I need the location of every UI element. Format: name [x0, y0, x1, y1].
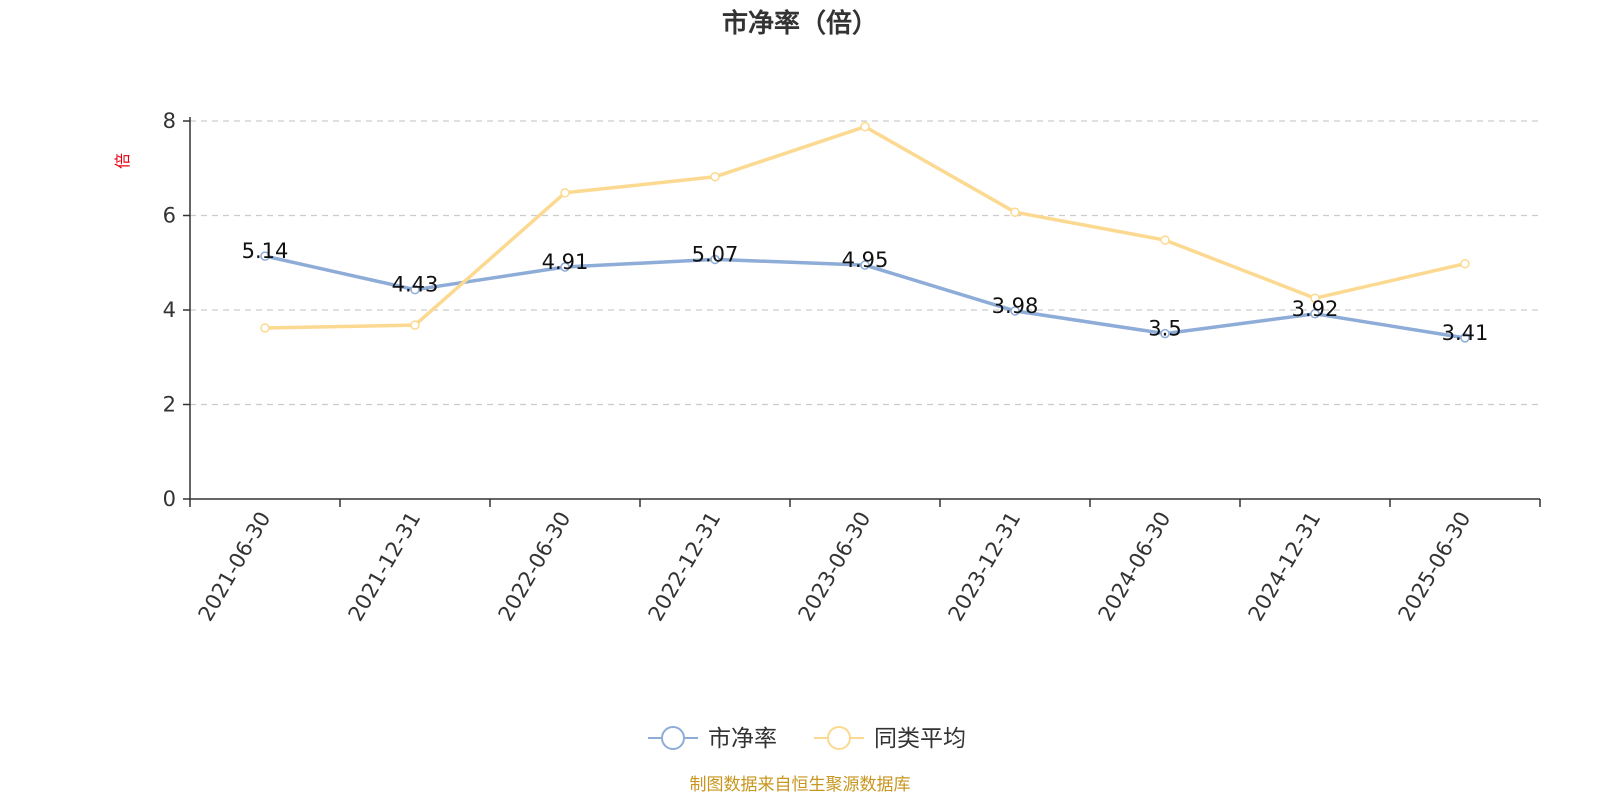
x-tick-label-2023-06-30: 2023-06-30 [794, 508, 876, 626]
y-tick-label-6: 6 [163, 204, 176, 228]
data-point-s1-5 [1010, 207, 1020, 217]
x-tick-label-2021-06-30: 2021-06-30 [194, 508, 276, 626]
data-point-s0-5 [1010, 306, 1020, 316]
data-label-1: 4.43 [392, 273, 439, 297]
x-tick-label-2025-06-30: 2025-06-30 [1394, 508, 1476, 626]
data-label-8: 3.41 [1442, 321, 1489, 345]
legend-marker-1 [827, 726, 851, 750]
data-label-2: 4.91 [542, 250, 589, 274]
data-label-6: 3.5 [1148, 317, 1181, 341]
data-point-s0-4 [860, 260, 870, 270]
y-axis-label: 倍 [113, 153, 132, 169]
data-point-s1-6 [1160, 235, 1170, 245]
y-tick-label-0: 0 [163, 487, 176, 511]
data-point-s0-7 [1310, 309, 1320, 319]
y-tick-labels: 0 2 4 6 8 [163, 109, 176, 511]
data-point-s0-8 [1460, 333, 1470, 343]
data-point-s0-0 [260, 251, 270, 261]
data-point-s1-7 [1310, 293, 1320, 303]
data-label-7: 3.92 [1292, 297, 1339, 321]
data-point-s1-3 [710, 172, 720, 182]
chart-title: 市净率（倍） [722, 8, 878, 39]
data-label-3: 5.07 [692, 242, 739, 266]
legend-label-1: 同类平均 [874, 726, 966, 752]
y-tick-label-8: 8 [163, 109, 176, 133]
data-point-s1-0 [260, 323, 270, 333]
x-tick-labels: 2021-06-30 2021-12-31 2022-06-30 2022-12-31… [194, 508, 1476, 626]
data-point-s0-3 [710, 254, 720, 265]
x-tick-label-2023-12-31: 2023-12-31 [944, 508, 1026, 626]
data-point-s1-8 [1460, 258, 1470, 269]
data-point-s1-1 [410, 320, 420, 330]
legend-marker-0 [661, 726, 685, 750]
series-line-1 [263, 124, 1467, 330]
series-group [260, 121, 1470, 343]
y-tick-label-2: 2 [163, 393, 176, 417]
x-tick-label-2021-12-31: 2021-12-31 [344, 508, 426, 626]
data-point-s1-2 [560, 188, 570, 198]
data-labels: 5.14 4.43 4.91 5.07 4.95 3.98 3.5 3.92 3.41 [242, 239, 1489, 345]
x-tick-label-2022-12-31: 2022-12-31 [644, 508, 726, 626]
data-point-s0-6 [1160, 328, 1170, 339]
data-label-5: 3.98 [992, 294, 1039, 318]
x-tick-label-2024-12-31: 2024-12-31 [1244, 508, 1326, 626]
data-point-s1-4 [860, 121, 870, 132]
legend: 市净率 同类平均 [648, 726, 966, 752]
x-tick-label-2022-06-30: 2022-06-30 [494, 508, 576, 626]
data-label-4: 4.95 [842, 248, 889, 272]
legend-label-0: 市净率 [708, 726, 777, 752]
x-tick-label-2024-06-30: 2024-06-30 [1094, 508, 1176, 626]
axes [183, 117, 1541, 507]
data-label-0: 5.14 [242, 239, 289, 263]
data-point-s0-1 [410, 284, 420, 295]
data-source-note: 制图数据来自恒生聚源数据库 [690, 775, 911, 795]
y-tick-label-4: 4 [163, 298, 176, 322]
data-point-s0-2 [560, 262, 570, 272]
